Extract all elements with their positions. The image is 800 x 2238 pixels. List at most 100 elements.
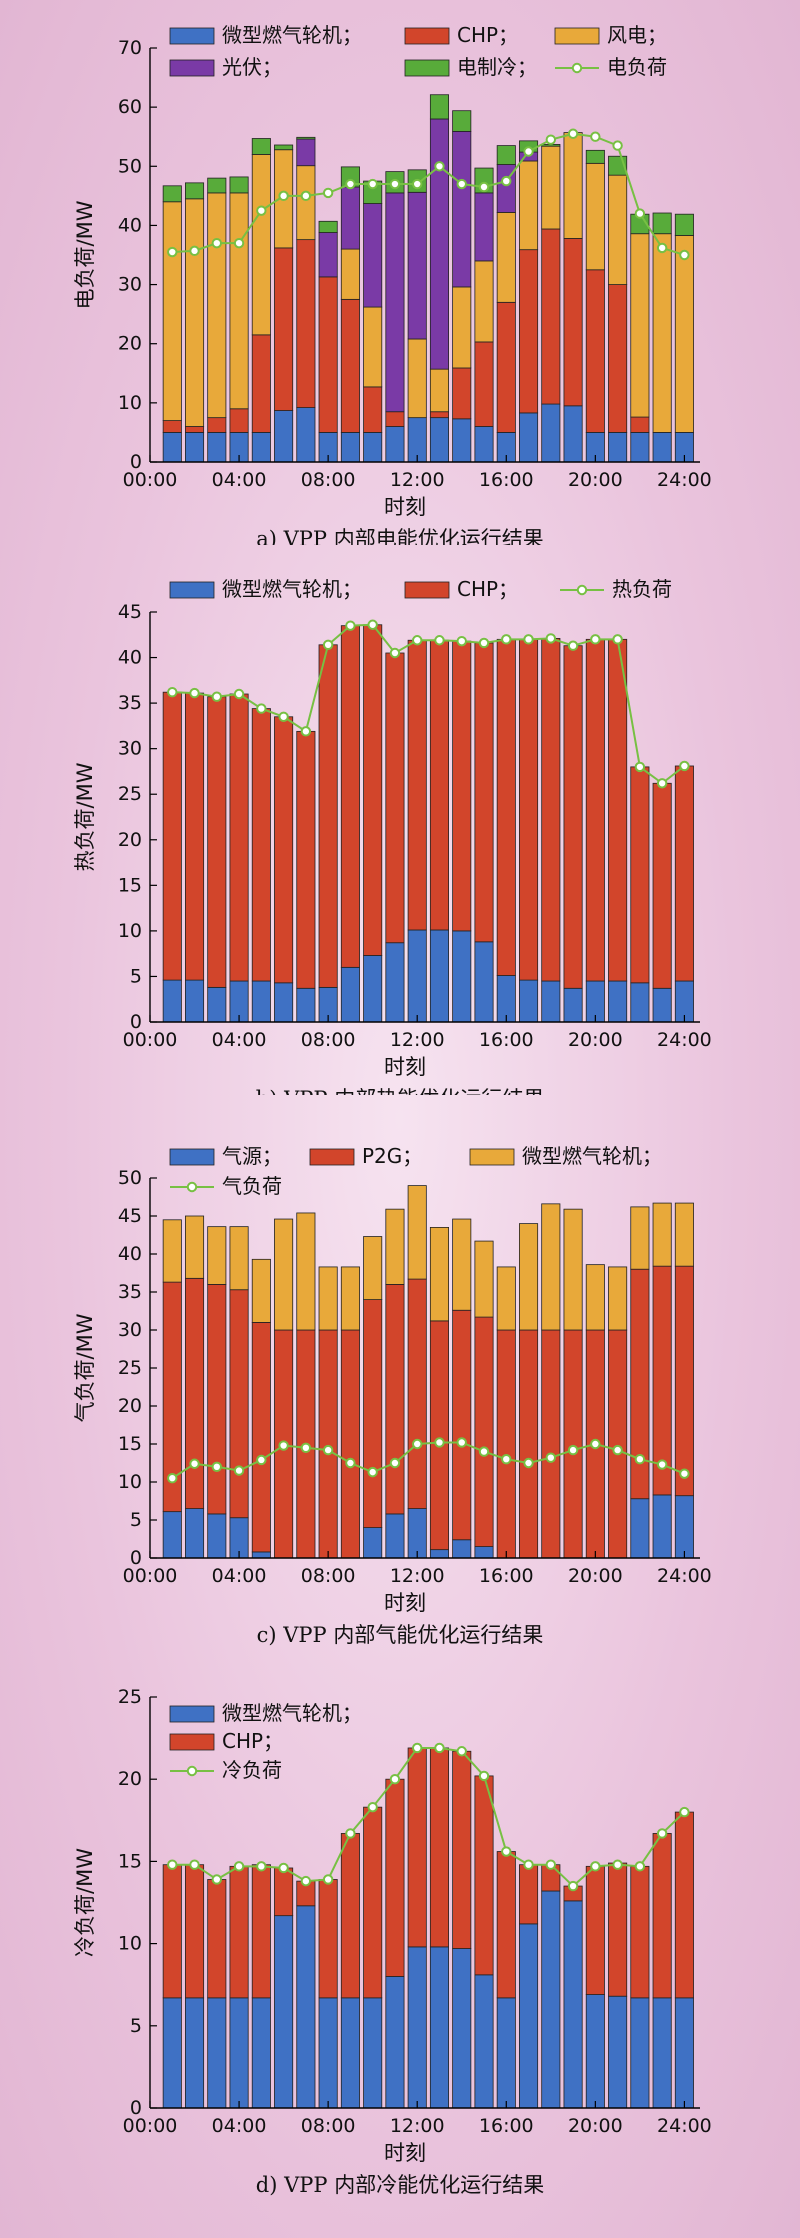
load-line-a — [172, 132, 685, 256]
load-point-b-h3 — [211, 691, 223, 702]
bar-d-s0-h17 — [519, 1923, 539, 2109]
bar-b-s1-h17 — [519, 638, 539, 981]
load-point-b-h22 — [634, 761, 646, 773]
load-point-d-h14 — [456, 1746, 467, 1757]
bar-a-s0-h15 — [474, 426, 494, 463]
load-point-c-h16 — [501, 1454, 512, 1465]
bar-b-s1-h7 — [296, 730, 316, 989]
load-point-b-h12 — [412, 635, 423, 646]
load-point-c-h14 — [456, 1437, 467, 1448]
y-tick-label-a-70: 70 — [118, 37, 142, 59]
bar-a-s0-h23 — [652, 432, 672, 463]
bar-a-s4-h3 — [207, 177, 227, 194]
bar-a-s3-h11 — [385, 192, 405, 413]
bar-c-s2-h14 — [452, 1218, 472, 1311]
bar-c-s0-h11 — [385, 1513, 405, 1559]
bar-c-s0-h1 — [162, 1511, 182, 1559]
bar-c-s1-h5 — [251, 1322, 271, 1553]
load-point-a-h8 — [322, 187, 334, 199]
y-tick-label-c-45: 45 — [118, 1205, 142, 1227]
bar-a-s1-h5 — [251, 334, 271, 433]
bar-d-s0-h14 — [452, 1948, 472, 2109]
bar-c-s0-h23 — [652, 1494, 672, 1559]
bar-c-s1-h14 — [452, 1309, 472, 1541]
legend-marker-b — [576, 584, 588, 596]
x-axis-title-a: 时刻 — [384, 495, 426, 519]
bar-b-s1-h20 — [585, 638, 605, 982]
cooling-chart-panel: 0 5 10 15 20 25 00:00 04:00 08:00 12:00 16:00 20:00… — [0, 1670, 800, 2215]
bar-a-s3-h7 — [296, 138, 316, 167]
bar-b-s0-h14 — [452, 930, 472, 1023]
bar-d-s0-h10 — [363, 1997, 383, 2109]
load-point-d-h22 — [634, 1861, 646, 1872]
load-point-b-h20 — [590, 634, 601, 645]
load-point-d-h6 — [278, 1862, 289, 1874]
load-point-a-h9 — [345, 178, 356, 190]
x-tick-label-b-5: 20:00 — [568, 1029, 623, 1051]
load-point-a-h22 — [634, 208, 646, 219]
bar-d-s0-h20 — [585, 1994, 605, 2109]
bar-d-s1-h5 — [251, 1864, 271, 1999]
gas-chart-panel: 0 5 10 15 20 25 30 35 40 45 50 00:00 04:00 08:00 12:00… — [0, 1108, 800, 1653]
bar-d-s0-h13 — [429, 1946, 449, 2109]
x-tick-label-c-6: 24:00 — [657, 1565, 712, 1587]
bar-c-s0-h22 — [630, 1498, 650, 1559]
bar-c-s0-h5 — [251, 1551, 271, 1559]
x-tick-label-b-3: 12:00 — [390, 1029, 445, 1051]
bar-a-s2-h14 — [452, 286, 472, 369]
legend-swatch-b-s1 — [404, 581, 450, 599]
bar-c-s1-h10 — [363, 1299, 383, 1528]
load-point-c-h7 — [300, 1442, 312, 1454]
bar-d-s0-h6 — [274, 1915, 294, 2109]
chart-svg-b: 0 5 10 15 20 25 30 35 40 45 00:00 04:00 08:00 12:00 16… — [73, 577, 712, 1095]
legend-label-a-s0: 微型燃气轮机； — [222, 23, 362, 47]
bar-a-s1-h6 — [274, 247, 294, 411]
x-tick-label-d-3: 12:00 — [390, 2115, 445, 2137]
load-point-b-h1 — [167, 686, 178, 698]
legend-label-d-s2: 冷负荷 — [222, 1758, 282, 1782]
bar-b-s0-h17 — [519, 979, 539, 1023]
x-tick-label-d-6: 24:00 — [657, 2115, 712, 2137]
load-point-d-h2 — [189, 1859, 200, 1870]
bar-d-s1-h10 — [363, 1806, 383, 1999]
bar-d-s0-h4 — [229, 1997, 249, 2109]
bar-c-s1-h11 — [385, 1284, 405, 1515]
bar-c-s1-h18 — [541, 1329, 561, 1559]
bar-c-s1-h3 — [207, 1284, 227, 1515]
bar-d-s1-h13 — [429, 1747, 449, 1948]
bar-b-s1-h14 — [452, 640, 472, 932]
bar-a-s4-h1 — [162, 185, 182, 203]
bar-b-s0-h11 — [385, 942, 405, 1023]
load-point-d-h10 — [367, 1801, 378, 1813]
load-point-d-h17 — [523, 1859, 534, 1870]
heat-chart-panel: 0 5 10 15 20 25 30 35 40 45 00:00 04:00 08:00 12:00 16… — [0, 550, 800, 1095]
bar-b-s0-h6 — [274, 982, 294, 1023]
bar-d-s1-h2 — [184, 1864, 205, 1999]
load-point-c-h6 — [278, 1440, 289, 1451]
x-tick-label-b-6: 24:00 — [657, 1029, 712, 1051]
load-point-b-h18 — [545, 633, 557, 644]
bar-a-s0-h3 — [207, 432, 227, 463]
bar-d-s0-h12 — [407, 1946, 427, 2109]
load-point-d-h3 — [211, 1874, 223, 1885]
bar-c-s0-h10 — [363, 1527, 383, 1559]
bar-c-s2-h5 — [251, 1258, 271, 1323]
bar-d-s0-h15 — [474, 1974, 494, 2109]
bar-a-s4-h14 — [452, 110, 472, 132]
bar-a-s2-h17 — [519, 160, 539, 251]
bar-a-s2-h2 — [184, 198, 205, 427]
bar-d-s1-h16 — [496, 1851, 516, 1999]
bar-d-s0-h23 — [652, 1997, 672, 2109]
bar-a-s0-h6 — [274, 410, 294, 463]
bar-c-s2-h18 — [541, 1203, 561, 1331]
load-point-b-h19 — [567, 640, 579, 651]
bar-a-s3-h13 — [429, 118, 449, 370]
y-tick-label-c-25: 25 — [118, 1357, 142, 1379]
bar-a-s2-h10 — [363, 306, 383, 388]
x-tick-label-d-0: 00:00 — [123, 2115, 178, 2137]
bar-a-s4-h6 — [274, 144, 294, 151]
bar-b-s1-h24 — [674, 765, 694, 982]
bar-a-s4-h4 — [229, 176, 249, 194]
load-point-d-h15 — [478, 1770, 490, 1782]
bar-a-s4-h2 — [184, 182, 205, 200]
